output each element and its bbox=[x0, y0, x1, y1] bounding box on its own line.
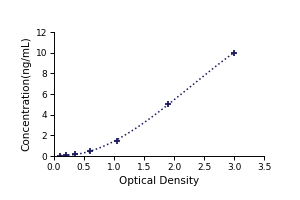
Y-axis label: Concentration(ng/mL): Concentration(ng/mL) bbox=[21, 37, 32, 151]
X-axis label: Optical Density: Optical Density bbox=[119, 176, 199, 186]
